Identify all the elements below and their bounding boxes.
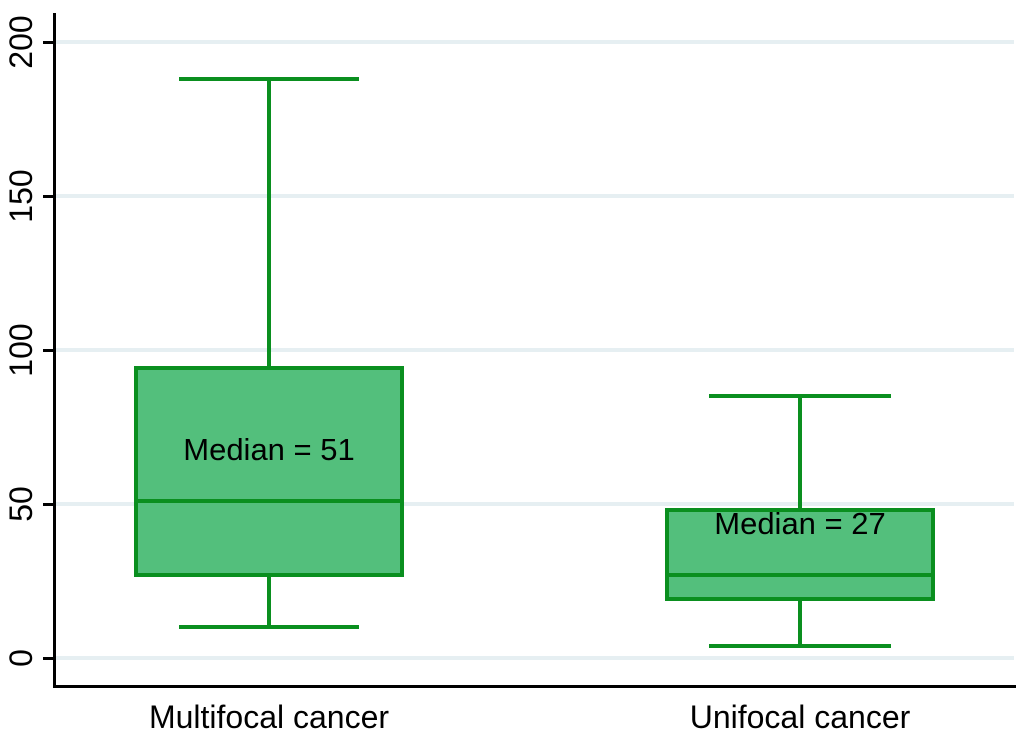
y-tick xyxy=(43,502,56,506)
y-tick xyxy=(43,40,56,44)
y-tick-label: 50 xyxy=(3,486,39,522)
y-gridline xyxy=(56,656,1014,660)
y-tick-label: 0 xyxy=(3,649,39,667)
box-median-line xyxy=(667,572,933,577)
box-iqr xyxy=(665,508,935,602)
box-whisker-upper-stem xyxy=(798,396,802,511)
y-tick-label: 150 xyxy=(3,169,39,223)
box-whisker-lower-cap xyxy=(709,643,891,648)
y-gridline xyxy=(56,348,1014,352)
box-whisker-lower-stem xyxy=(798,599,802,646)
box-whisker-upper-cap xyxy=(709,394,891,399)
box-median-line xyxy=(136,498,402,503)
y-gridline xyxy=(56,194,1014,198)
box-whisker-upper-cap xyxy=(179,76,359,81)
box-median-annotation: Median = 51 xyxy=(183,431,355,467)
box-whisker-upper-stem xyxy=(267,78,271,369)
box-whisker-lower-stem xyxy=(267,574,271,628)
y-tick xyxy=(43,194,56,198)
x-category-label: Multifocal cancer xyxy=(148,699,390,735)
y-gridline xyxy=(56,502,1014,506)
box-median-annotation: Median = 27 xyxy=(714,505,886,541)
y-tick xyxy=(43,656,56,660)
box-iqr xyxy=(134,366,404,577)
y-tick xyxy=(43,348,56,352)
x-category-label: Unifocal cancer xyxy=(689,699,911,735)
box-whisker-lower-cap xyxy=(179,625,359,630)
x-axis-line xyxy=(53,685,1016,688)
y-tick-label: 100 xyxy=(3,323,39,377)
y-gridline xyxy=(56,40,1014,44)
y-tick-label: 200 xyxy=(3,15,39,69)
